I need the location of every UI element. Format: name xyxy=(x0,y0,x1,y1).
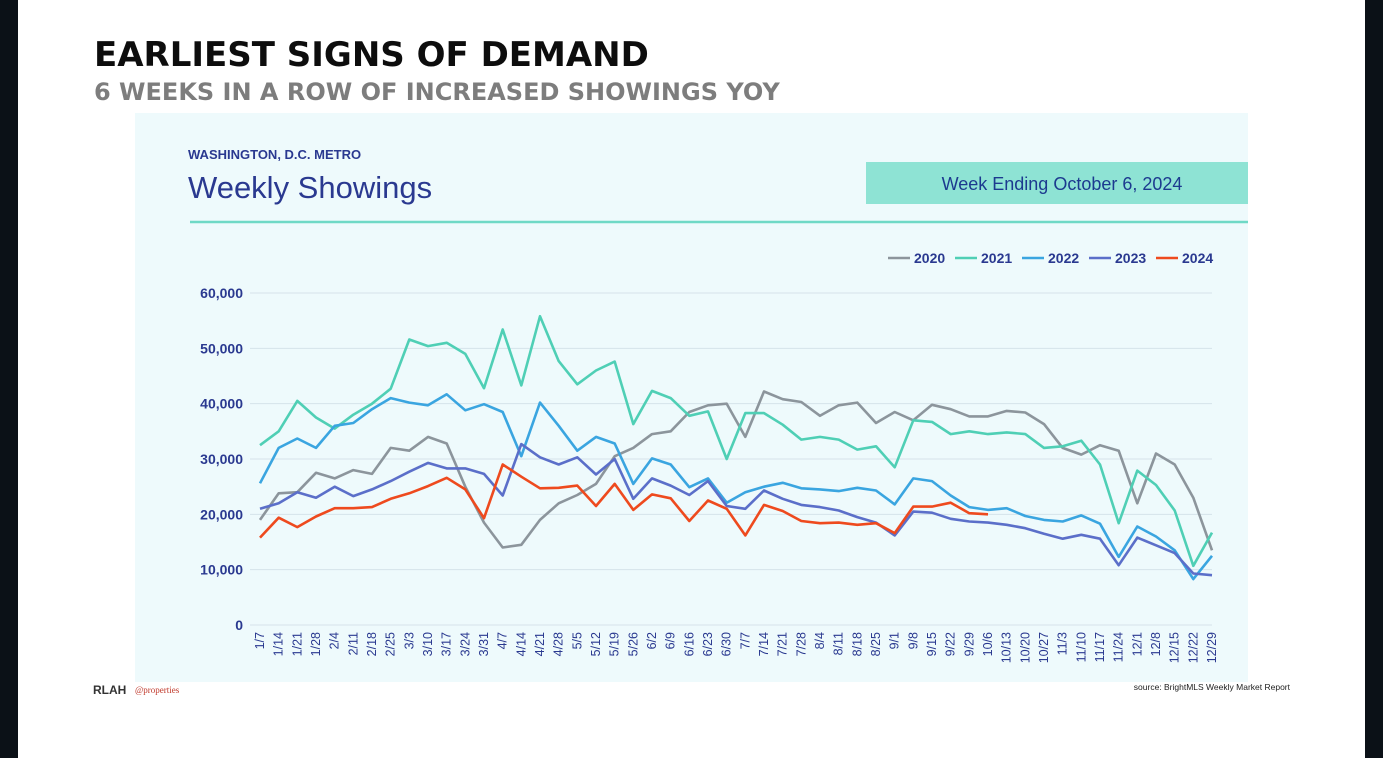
y-tick-label: 20,000 xyxy=(200,506,243,522)
x-tick-label: 10/20 xyxy=(1018,632,1032,663)
legend-label: 2021 xyxy=(981,250,1012,266)
chart-title: Weekly Showings xyxy=(188,170,432,205)
legend-label: 2020 xyxy=(914,250,945,266)
y-tick-label: 60,000 xyxy=(200,285,243,301)
x-tick-label: 9/22 xyxy=(944,632,958,656)
y-tick-label: 40,000 xyxy=(200,396,243,412)
x-tick-label: 8/11 xyxy=(832,632,846,655)
x-tick-label: 8/4 xyxy=(813,632,827,649)
x-tick-label: 11/17 xyxy=(1093,632,1107,662)
x-tick-label: 10/13 xyxy=(1000,632,1014,663)
x-tick-label: 10/6 xyxy=(981,632,995,656)
x-tick-label: 3/3 xyxy=(402,632,416,649)
x-tick-label: 11/24 xyxy=(1112,632,1126,662)
x-tick-label: 5/5 xyxy=(570,632,584,649)
date-banner-text: Week Ending October 6, 2024 xyxy=(942,174,1183,194)
x-tick-label: 12/29 xyxy=(1205,632,1219,663)
series-line xyxy=(259,463,989,539)
x-tick-label: 5/19 xyxy=(608,632,622,656)
slide-title: EARLIEST SIGNS OF DEMAND xyxy=(94,35,649,75)
x-tick-label: 11/10 xyxy=(1074,632,1088,662)
x-tick-label: 7/28 xyxy=(794,632,808,656)
series-line xyxy=(258,393,1214,581)
x-tick-label: 2/18 xyxy=(365,632,379,656)
x-tick-label: 6/2 xyxy=(645,632,659,649)
x-tick-label: 11/3 xyxy=(1056,632,1070,655)
x-tick-label: 2/25 xyxy=(384,632,398,656)
x-tick-label: 9/1 xyxy=(888,632,902,649)
x-tick-label: 8/25 xyxy=(869,632,883,656)
legend-label: 2023 xyxy=(1115,250,1146,266)
x-tick-label: 9/15 xyxy=(925,632,939,656)
x-tick-label: 4/21 xyxy=(533,632,547,656)
x-tick-label: 4/28 xyxy=(552,632,566,656)
x-tick-label: 1/14 xyxy=(272,632,286,656)
x-tick-label: 4/7 xyxy=(496,632,510,649)
series-line xyxy=(259,314,1214,568)
legend-label: 2022 xyxy=(1048,250,1079,266)
x-tick-label: 10/27 xyxy=(1037,632,1051,663)
y-tick-label: 50,000 xyxy=(200,340,243,356)
x-tick-label: 5/26 xyxy=(626,632,640,656)
chart-region: WASHINGTON, D.C. METRO xyxy=(188,147,361,162)
chart-panel xyxy=(135,113,1248,682)
x-tick-label: 12/1 xyxy=(1130,632,1144,656)
x-tick-label: 6/30 xyxy=(720,632,734,656)
source-note: source: BrightMLS Weekly Market Report xyxy=(1134,682,1291,692)
x-tick-label: 8/18 xyxy=(850,632,864,656)
x-tick-label: 7/7 xyxy=(738,632,752,649)
logo-right: @properties xyxy=(135,685,180,695)
x-tick-label: 4/14 xyxy=(514,632,528,656)
y-tick-label: 10,000 xyxy=(200,562,243,578)
x-tick-label: 1/28 xyxy=(309,632,323,656)
x-tick-label: 2/11 xyxy=(346,632,360,655)
y-tick-label: 30,000 xyxy=(200,451,243,467)
x-tick-label: 9/29 xyxy=(962,632,976,656)
x-tick-label: 12/22 xyxy=(1186,632,1200,663)
x-tick-label: 1/21 xyxy=(290,632,304,656)
slide-subtitle: 6 WEEKS IN A ROW OF INCREASED SHOWINGS Y… xyxy=(94,78,780,106)
x-tick-label: 6/23 xyxy=(701,632,715,656)
x-tick-label: 6/9 xyxy=(664,632,678,649)
x-tick-label: 12/15 xyxy=(1168,632,1182,663)
x-tick-label: 7/21 xyxy=(776,632,790,656)
x-tick-label: 9/8 xyxy=(906,632,920,649)
x-tick-label: 2/4 xyxy=(328,632,342,649)
x-tick-label: 3/31 xyxy=(477,632,491,656)
legend-label: 2024 xyxy=(1182,250,1213,266)
series-line xyxy=(258,390,1214,551)
series-line xyxy=(259,442,1213,577)
x-tick-label: 3/24 xyxy=(458,632,472,656)
x-tick-label: 12/8 xyxy=(1149,632,1163,656)
date-banner xyxy=(866,162,1248,204)
x-tick-label: 3/17 xyxy=(440,632,454,656)
x-tick-label: 7/14 xyxy=(757,632,771,656)
x-tick-label: 6/16 xyxy=(682,632,696,656)
logo-left: RLAH xyxy=(93,683,126,697)
y-tick-label: 0 xyxy=(235,617,243,633)
x-tick-label: 1/7 xyxy=(253,632,267,649)
x-tick-label: 5/12 xyxy=(589,632,603,656)
x-tick-label: 3/10 xyxy=(421,632,435,656)
